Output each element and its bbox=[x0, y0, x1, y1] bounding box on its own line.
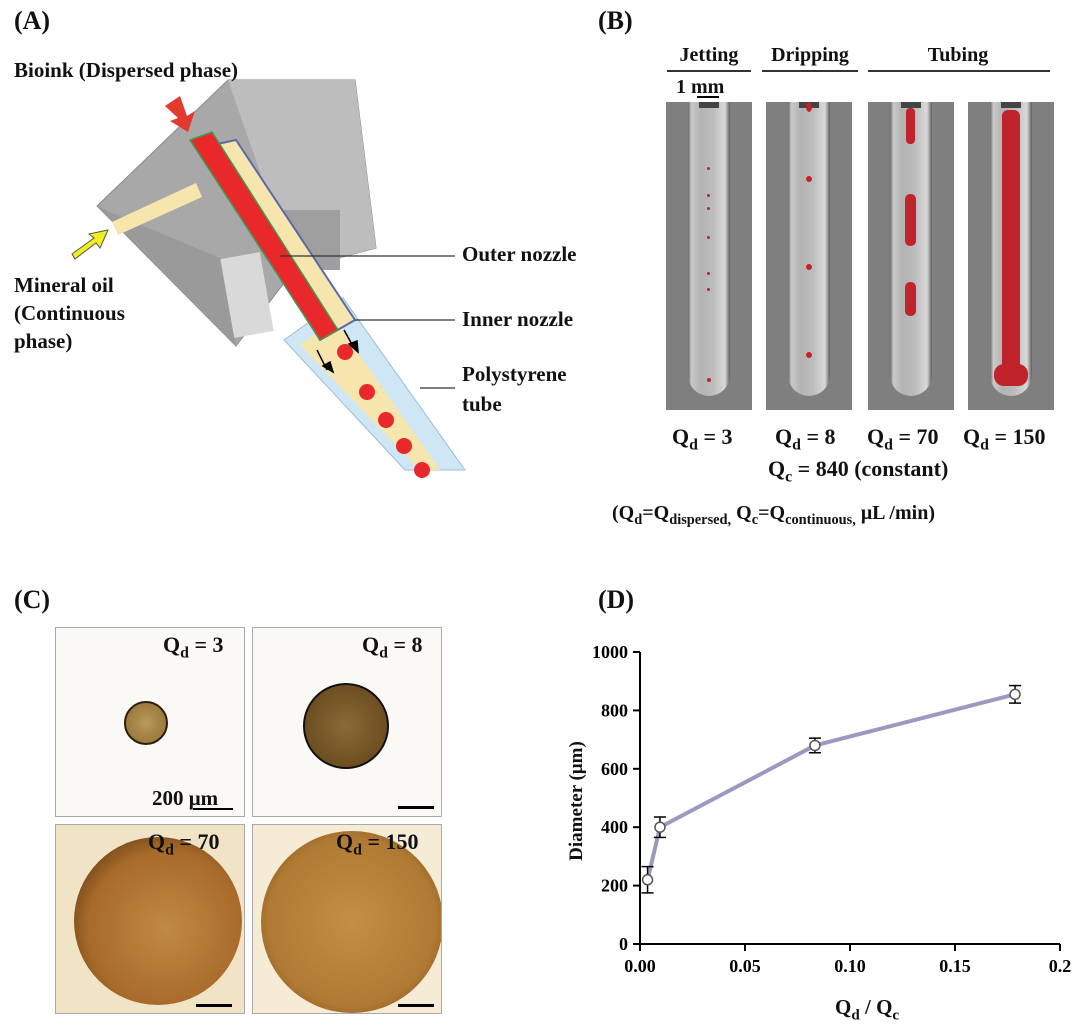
oil-arrow bbox=[71, 229, 109, 260]
flow-legend: (Qd=Qdispersed, Qc=Qcontinuous, μL /min) bbox=[612, 502, 935, 529]
micro-scale-bar-1 bbox=[193, 808, 233, 810]
mode-divider-jetting bbox=[667, 70, 751, 72]
photo-tubing-150 bbox=[968, 102, 1054, 410]
y-tick-label: 800 bbox=[601, 700, 628, 720]
panel-c-label: (C) bbox=[14, 585, 51, 614]
micrograph-qd70 bbox=[55, 824, 245, 1014]
nozzle-diagram bbox=[71, 79, 466, 478]
bioink-arrow bbox=[165, 96, 195, 132]
inner-nozzle-label: Inner nozzle bbox=[462, 307, 574, 331]
y-tick-label: 0 bbox=[619, 934, 628, 954]
qc-label: Qc = 840 (constant) bbox=[768, 456, 949, 486]
micro-scale-label: 200 μm bbox=[152, 786, 219, 810]
mode-dripping: Dripping bbox=[771, 44, 849, 66]
qd-label-4: Qd = 150 bbox=[963, 424, 1046, 454]
scale-1mm: 1 mm bbox=[676, 76, 725, 98]
panel-a-label: (A) bbox=[14, 6, 51, 35]
micro-scale-bar-3 bbox=[196, 1004, 232, 1007]
micrograph-qd8 bbox=[252, 627, 442, 817]
device-cut-face bbox=[220, 252, 274, 338]
qd-label-3: Qd = 70 bbox=[867, 424, 939, 454]
device-block-front bbox=[97, 206, 236, 346]
data-point bbox=[809, 739, 821, 752]
data-point bbox=[641, 874, 654, 886]
bioink-label: Bioink (Dispersed phase) bbox=[14, 58, 239, 82]
oil-label-line2: (Continuous bbox=[14, 301, 125, 325]
oil-label-line3: phase) bbox=[14, 329, 73, 353]
y-tick-label: 1000 bbox=[592, 642, 628, 662]
x-tick-label: 0.10 bbox=[834, 956, 866, 976]
panel-d-label: (D) bbox=[598, 585, 635, 614]
micro-label-qd8: Qd = 8 bbox=[362, 632, 423, 662]
panel-b-label: (B) bbox=[598, 6, 633, 35]
qd-label-1: Qd = 3 bbox=[672, 424, 733, 454]
inner-nozzle bbox=[188, 131, 340, 341]
series-line bbox=[645, 692, 1016, 881]
chart-xlabel: Qd / Qc bbox=[835, 995, 900, 1024]
mode-divider-dripping bbox=[762, 70, 858, 72]
oil-inlet-channel bbox=[112, 183, 202, 235]
mode-jetting: Jetting bbox=[679, 44, 739, 66]
x-tick-label: 0.2 bbox=[1049, 956, 1072, 976]
y-tick-label: 200 bbox=[601, 876, 628, 896]
diameter-chart: 0 200 400 600 800 1000 0.00 0.05 0.10 0.15 0.2 bbox=[592, 642, 1072, 976]
micro-label-qd150: Qd = 150 bbox=[336, 829, 419, 859]
micro-scale-bar-4 bbox=[398, 1004, 434, 1007]
y-tick-label: 600 bbox=[601, 759, 628, 779]
micro-scale-bar-2 bbox=[398, 806, 434, 809]
tube-label-line1: Polystyrene bbox=[462, 362, 567, 386]
chart-ylabel: Diameter (μm) bbox=[566, 741, 587, 861]
mode-divider-tubing bbox=[868, 70, 1050, 72]
scale-1mm-bar bbox=[697, 96, 719, 98]
tube-label-line2: tube bbox=[462, 392, 502, 416]
x-tick-label: 0.05 bbox=[729, 956, 761, 976]
micrograph-qd3 bbox=[55, 627, 245, 817]
photo-jetting bbox=[666, 102, 752, 410]
data-point bbox=[654, 821, 666, 833]
x-tick-label: 0.00 bbox=[624, 956, 656, 976]
qd-label-2: Qd = 8 bbox=[775, 424, 836, 454]
micro-label-qd70: Qd = 70 bbox=[148, 829, 220, 859]
data-point bbox=[1009, 688, 1021, 701]
x-tick-label: 0.15 bbox=[939, 956, 971, 976]
photo-tubing-70 bbox=[868, 102, 954, 410]
outer-nozzle-label: Outer nozzle bbox=[462, 242, 577, 266]
mode-tubing: Tubing bbox=[927, 44, 989, 66]
oil-label-line1: Mineral oil bbox=[14, 273, 114, 297]
micro-label-qd3: Qd = 3 bbox=[163, 632, 224, 662]
micrograph-qd150 bbox=[252, 824, 442, 1014]
photo-dripping bbox=[766, 102, 852, 410]
y-tick-label: 400 bbox=[601, 817, 628, 837]
